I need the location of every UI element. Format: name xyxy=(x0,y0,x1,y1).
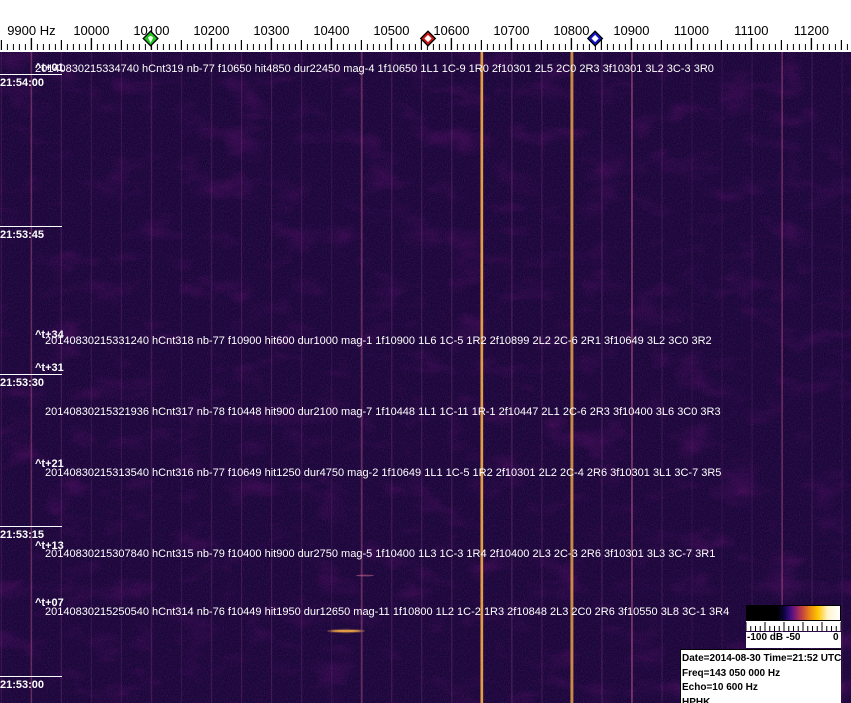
svg-text:10000: 10000 xyxy=(73,26,109,38)
svg-text:10900: 10900 xyxy=(613,26,649,38)
svg-text:11200: 11200 xyxy=(794,26,829,38)
svg-text:10700: 10700 xyxy=(493,26,529,38)
svg-text:10600: 10600 xyxy=(433,26,469,38)
svg-text:10500: 10500 xyxy=(373,26,409,38)
svg-text:11000: 11000 xyxy=(674,26,709,38)
svg-text:10300: 10300 xyxy=(253,26,289,38)
svg-text:10200: 10200 xyxy=(193,26,229,38)
svg-text:10400: 10400 xyxy=(313,26,349,38)
svg-text:9900 Hz: 9900 Hz xyxy=(7,26,55,38)
svg-text:11100: 11100 xyxy=(734,26,768,38)
svg-text:10800: 10800 xyxy=(553,26,589,38)
